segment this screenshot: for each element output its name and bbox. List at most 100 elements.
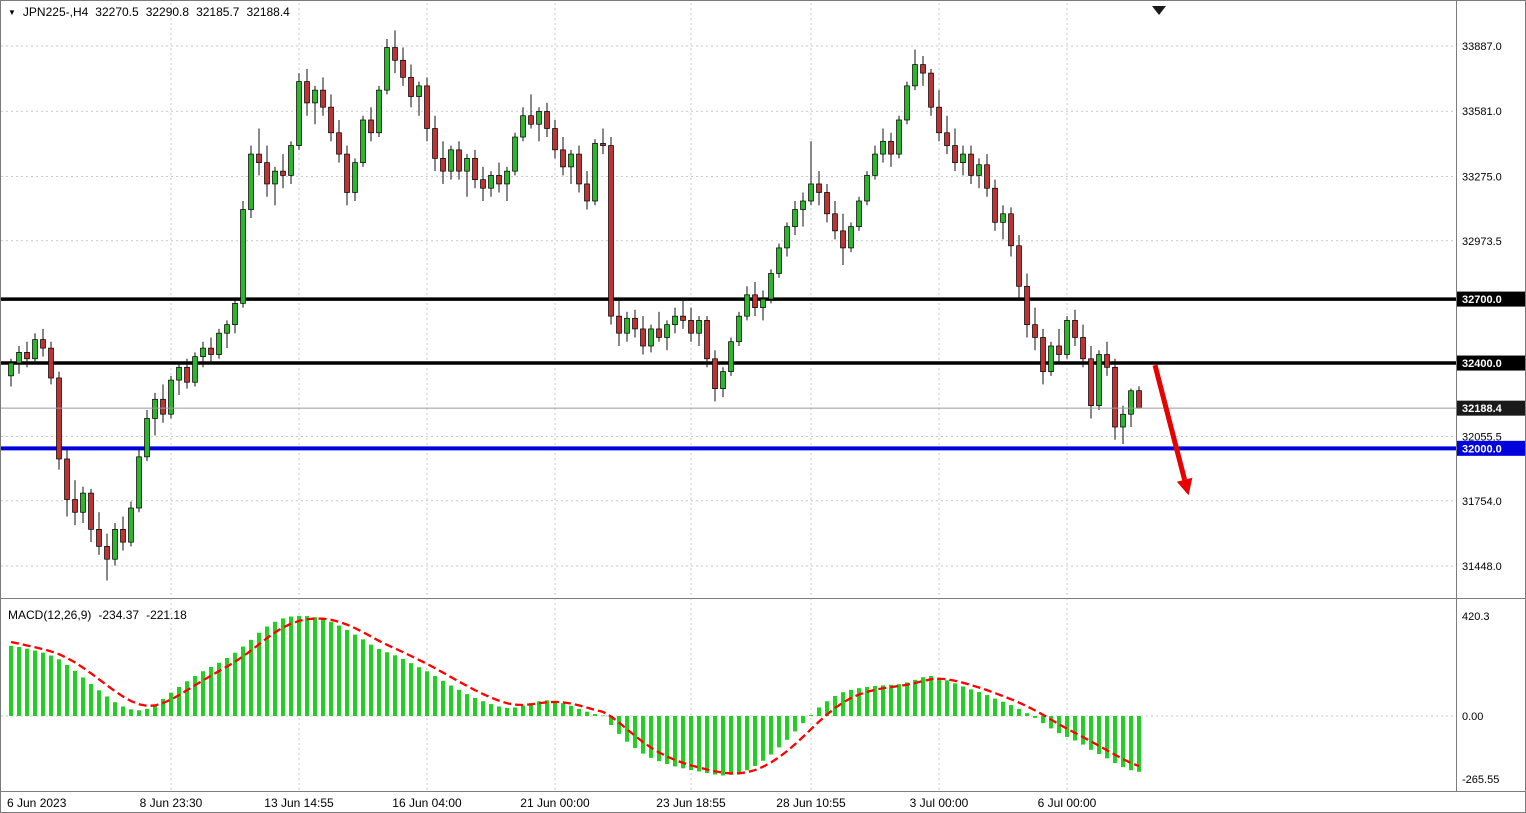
- macd-bar: [89, 683, 93, 716]
- candle: [88, 488, 94, 543]
- candle: [688, 307, 694, 342]
- candle: [776, 243, 782, 278]
- hline-price-tag-32700.0[interactable]: 32700.0: [1457, 291, 1526, 307]
- collapse-arrow-icon[interactable]: ▼: [8, 8, 16, 17]
- candle: [496, 162, 502, 193]
- candle: [480, 166, 486, 202]
- macd-bar: [1097, 716, 1101, 755]
- macd-bar: [593, 714, 597, 716]
- macd-bar: [57, 659, 61, 716]
- macd-bar: [441, 680, 445, 716]
- macd-bar: [841, 692, 845, 716]
- time-axis-label: 23 Jun 18:55: [656, 796, 726, 810]
- macd-bar: [81, 677, 85, 716]
- candle: [944, 115, 950, 155]
- macd-bar: [225, 657, 229, 716]
- macd-bar: [297, 615, 301, 716]
- horizontal-line-objects[interactable]: [1, 297, 1456, 451]
- macd-bar: [825, 701, 829, 716]
- macd-bar: [33, 650, 37, 716]
- candle: [56, 371, 62, 470]
- bid-price-tag[interactable]: 32188.4: [1457, 400, 1526, 416]
- svg-text:32700.0: 32700.0: [1462, 294, 1502, 306]
- candle: [152, 392, 158, 436]
- svg-text:32400.0: 32400.0: [1462, 358, 1502, 370]
- candle: [1008, 207, 1014, 257]
- candle: [624, 311, 630, 342]
- candle: [104, 533, 110, 581]
- macd-bar: [369, 644, 373, 716]
- macd-bar: [1121, 716, 1125, 768]
- candle: [336, 119, 342, 163]
- macd-histogram: [9, 615, 1141, 776]
- price-axis-label: 31448.0: [1462, 561, 1502, 573]
- candle: [192, 352, 198, 387]
- chart-shift-marker-icon[interactable]: [1152, 6, 1166, 15]
- macd-bar: [1041, 716, 1045, 724]
- candle: [64, 448, 70, 517]
- candle: [296, 73, 302, 150]
- macd-bar: [569, 705, 573, 716]
- macd-bar: [897, 684, 901, 716]
- macd-main-value: -234.37: [98, 608, 140, 622]
- macd-bar: [865, 686, 869, 716]
- macd-bar: [697, 716, 701, 772]
- candle: [440, 141, 446, 184]
- macd-bar: [465, 694, 469, 716]
- macd-bar: [337, 625, 341, 716]
- macd-bar: [625, 716, 629, 742]
- macd-bar: [241, 646, 245, 716]
- candle: [728, 337, 734, 376]
- macd-bar: [817, 707, 821, 716]
- macd-axis-label: -265.55: [1462, 774, 1499, 786]
- macd-axis-label: 0.00: [1462, 711, 1483, 723]
- candle: [1136, 386, 1142, 409]
- ohlc-low: 32185.7: [196, 5, 240, 19]
- candle: [664, 320, 670, 351]
- candle: [760, 290, 766, 321]
- hline-price-tag-32000.0[interactable]: 32000.0: [1457, 440, 1526, 456]
- macd-bar: [505, 707, 509, 716]
- macd-bar: [617, 716, 621, 734]
- macd-bar: [649, 716, 653, 758]
- candle: [472, 149, 478, 189]
- macd-bar: [273, 621, 277, 716]
- candle: [544, 102, 550, 138]
- macd-bar: [953, 683, 957, 716]
- candle: [216, 328, 222, 359]
- hline-price-tag-32400.0[interactable]: 32400.0: [1457, 355, 1526, 371]
- candle: [896, 115, 902, 159]
- macd-bar: [521, 705, 525, 716]
- price-axis-label: 33275.0: [1462, 171, 1502, 183]
- candle: [48, 341, 54, 385]
- candle: [640, 316, 646, 355]
- macd-bar: [305, 616, 309, 716]
- macd-bar: [201, 671, 205, 716]
- macd-bar: [713, 716, 717, 775]
- time-axis-label: 28 Jun 10:55: [776, 796, 846, 810]
- macd-bar: [1033, 716, 1037, 718]
- macd-bar: [561, 703, 565, 716]
- macd-bar: [401, 658, 405, 716]
- candle: [808, 141, 814, 206]
- candle: [1104, 341, 1110, 376]
- macd-bar: [633, 716, 637, 749]
- macd-bar: [185, 681, 189, 716]
- candle: [568, 149, 574, 184]
- macd-bar: [537, 701, 541, 716]
- macd-bar: [433, 676, 437, 716]
- candle: [168, 375, 174, 419]
- candle: [968, 145, 974, 184]
- candle: [408, 64, 414, 108]
- macd-bar: [937, 677, 941, 716]
- candle: [528, 94, 534, 129]
- macd-bar: [177, 686, 181, 716]
- macd-bar: [769, 716, 773, 755]
- time-axis-label: 16 Jun 04:00: [392, 796, 462, 810]
- time-axis-label: 6 Jul 00:00: [1038, 796, 1097, 810]
- macd-bar: [313, 617, 317, 716]
- candle: [736, 311, 742, 346]
- candle: [224, 320, 230, 349]
- down-arrow-annotation[interactable]: [1152, 364, 1193, 496]
